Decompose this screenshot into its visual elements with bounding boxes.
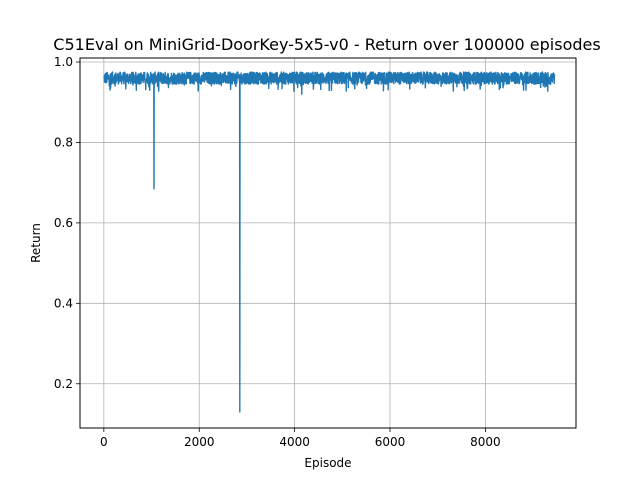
y-tick-label: 0.6 xyxy=(54,216,73,230)
x-tick-label: 2000 xyxy=(184,435,215,449)
grid-lines xyxy=(80,58,576,428)
x-tick-label: 4000 xyxy=(279,435,310,449)
y-axis-label: Return xyxy=(29,223,43,263)
y-tick-label: 0.4 xyxy=(54,296,73,310)
chart-title: C51Eval on MiniGrid-DoorKey-5x5-v0 - Ret… xyxy=(53,35,600,54)
x-tick-label: 6000 xyxy=(375,435,406,449)
series-line xyxy=(103,71,556,413)
y-tick-label: 1.0 xyxy=(54,55,73,69)
x-axis-label: Episode xyxy=(304,456,351,470)
x-tick-label: 0 xyxy=(100,435,108,449)
x-axis: 0 2000 4000 6000 8000 xyxy=(100,428,501,449)
y-axis: 0.2 0.4 0.6 0.8 1.0 xyxy=(54,55,80,391)
plot-frame xyxy=(79,57,577,429)
y-tick-label: 0.8 xyxy=(54,135,73,149)
y-tick-label: 0.2 xyxy=(54,377,73,391)
return-series-path xyxy=(103,71,556,413)
x-tick-label: 8000 xyxy=(470,435,501,449)
